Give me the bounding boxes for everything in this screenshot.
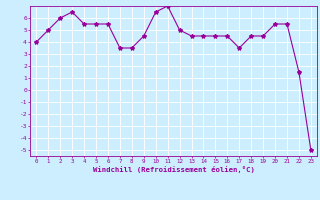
X-axis label: Windchill (Refroidissement éolien,°C): Windchill (Refroidissement éolien,°C)	[93, 166, 254, 173]
